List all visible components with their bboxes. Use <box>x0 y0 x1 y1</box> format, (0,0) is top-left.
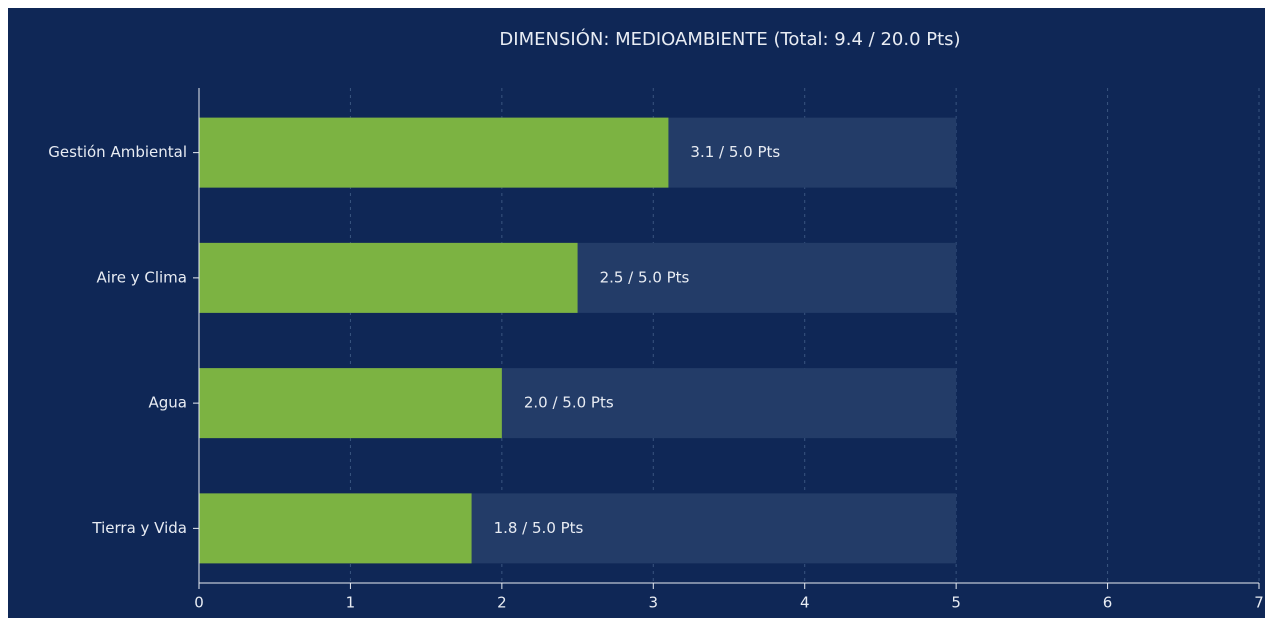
value-label: 3.1 / 5.0 Pts <box>690 143 780 161</box>
y-tick-label: Tierra y Vida <box>91 519 187 537</box>
x-tick-label: 4 <box>800 594 810 612</box>
bar <box>199 117 669 188</box>
y-tick-label: Aire y Clima <box>96 268 187 286</box>
x-tick-label: 3 <box>649 594 659 612</box>
y-tick-label: Agua <box>149 394 187 412</box>
x-tick-label: 0 <box>194 594 204 612</box>
value-label: 1.8 / 5.0 Pts <box>494 519 584 537</box>
x-tick-label: 1 <box>346 594 356 612</box>
value-label: 2.0 / 5.0 Pts <box>524 394 614 412</box>
y-tick-label: Gestión Ambiental <box>48 143 187 161</box>
x-tick-label: 5 <box>951 594 961 612</box>
x-tick-label: 2 <box>497 594 507 612</box>
x-tick-label: 6 <box>1103 594 1113 612</box>
bar <box>199 242 578 313</box>
chart-title: DIMENSIÓN: MEDIOAMBIENTE (Total: 9.4 / 2… <box>499 28 960 50</box>
bar <box>199 493 472 564</box>
x-tick-label: 7 <box>1254 594 1264 612</box>
bar <box>199 368 502 439</box>
value-label: 2.5 / 5.0 Pts <box>600 268 690 286</box>
